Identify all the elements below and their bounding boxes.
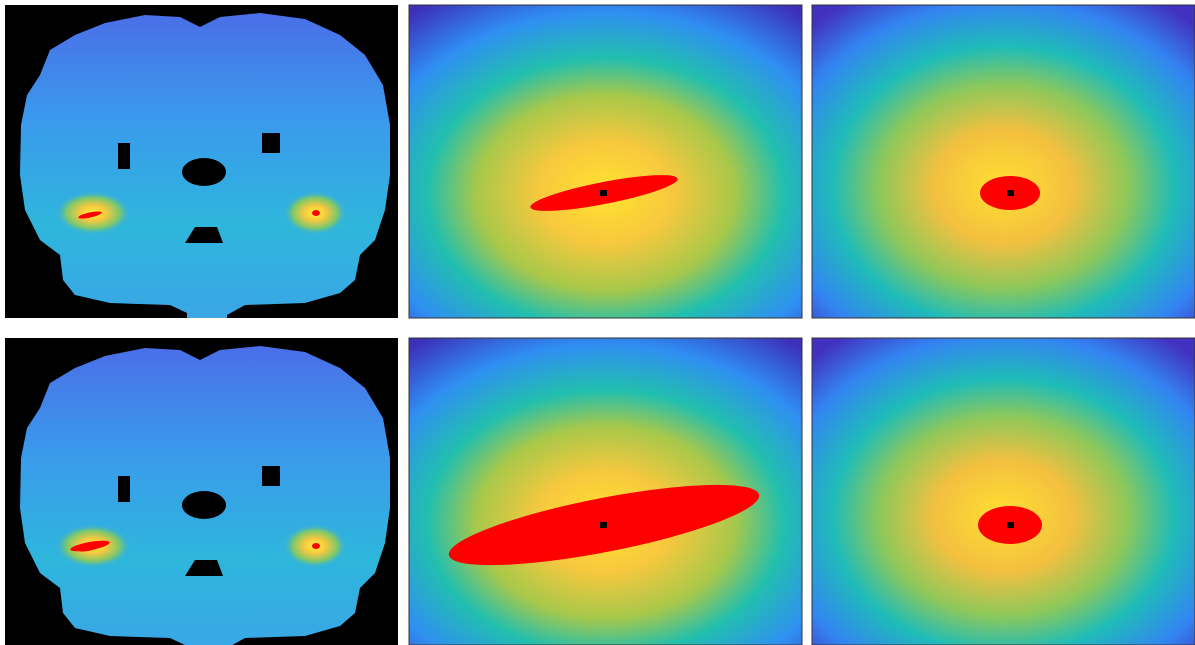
- field-panel: [408, 4, 803, 319]
- brain-panel: [5, 338, 398, 645]
- field-panel: [811, 337, 1195, 645]
- field-panel: [408, 337, 803, 645]
- brain-panel: [5, 5, 398, 318]
- field-panel: [811, 4, 1195, 319]
